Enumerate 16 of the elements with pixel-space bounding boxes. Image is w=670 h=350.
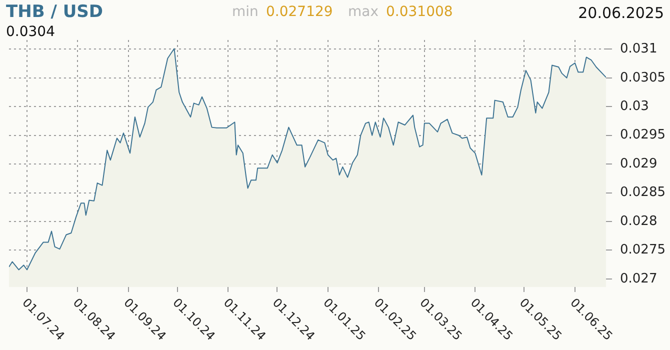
y-tick-label: 0.0285: [620, 185, 666, 200]
y-tick-label: 0.031: [620, 42, 658, 57]
text: min: [232, 4, 258, 20]
y-tick-label: 0.028: [620, 214, 658, 229]
y-tick-label: 0.029: [620, 156, 658, 172]
y-tick-label: 0.0275: [620, 242, 666, 258]
text: 0.031008: [386, 4, 453, 20]
y-tick-label: 0.0305: [620, 70, 666, 86]
y-tick-label: 0.0295: [620, 128, 666, 143]
text: max: [348, 4, 379, 20]
annotation: 0.0304: [6, 24, 55, 40]
y-tick-label: 0.03: [620, 99, 649, 114]
text: 0.027129: [266, 4, 333, 20]
text: 20.06.2025: [578, 4, 664, 22]
chart-title: THB / USD: [6, 2, 103, 22]
y-tick-label: 0.027: [620, 271, 658, 286]
